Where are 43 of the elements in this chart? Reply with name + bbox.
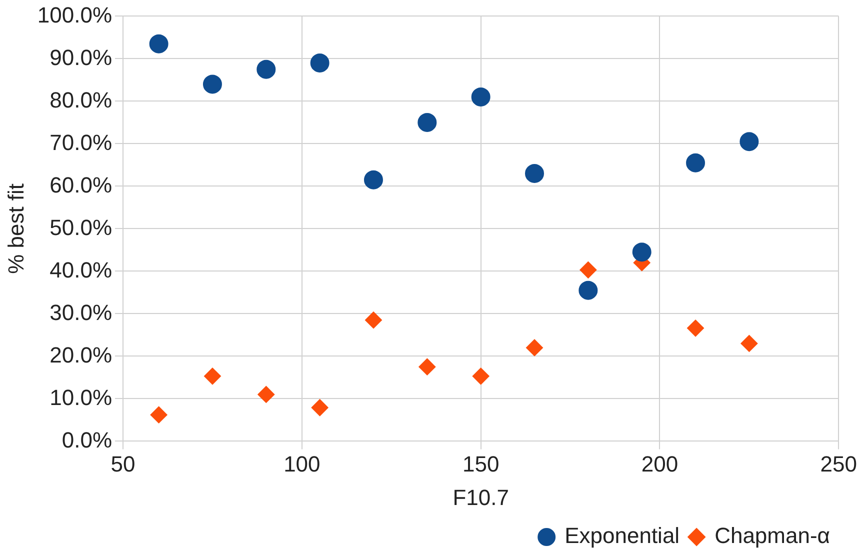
- point: [687, 320, 704, 337]
- x-tick-label: 200: [641, 451, 678, 476]
- y-tick-label: 100.0%: [37, 2, 112, 28]
- y-tick-label: 90.0%: [50, 44, 112, 70]
- point: [150, 406, 168, 424]
- legend-label: Exponential: [564, 523, 680, 548]
- y-tick-label: 0.0%: [62, 427, 112, 452]
- point: [472, 368, 490, 385]
- point: [364, 312, 382, 329]
- point: [149, 34, 168, 54]
- y-axis-title: % best fit: [3, 183, 28, 274]
- y-tick-label: 30.0%: [50, 300, 112, 325]
- point: [364, 170, 383, 190]
- y-tick-label: 20.0%: [50, 342, 112, 368]
- y-tick-label: 60.0%: [50, 172, 112, 198]
- point: [418, 112, 437, 132]
- point: [580, 261, 597, 278]
- point: [310, 53, 330, 72]
- point: [202, 74, 222, 94]
- point: [578, 280, 598, 300]
- x-axis-title: F10.7: [452, 484, 509, 510]
- point: [740, 334, 758, 352]
- y-tick-label: 80.0%: [50, 87, 112, 112]
- point: [740, 132, 759, 152]
- point: [525, 164, 544, 183]
- point: [632, 242, 652, 262]
- y-tick-label: 10.0%: [50, 384, 112, 410]
- point: [258, 386, 275, 403]
- x-tick-label: 100: [284, 451, 320, 476]
- y-tick-label: 40.0%: [50, 257, 112, 282]
- point: [256, 60, 276, 79]
- y-tick-label: 70.0%: [50, 130, 112, 155]
- point: [418, 358, 436, 376]
- point: [311, 399, 328, 416]
- point: [526, 339, 544, 356]
- y-tick-label: 50.0%: [50, 214, 112, 240]
- x-tick-label: 50: [110, 451, 136, 476]
- point: [204, 368, 221, 385]
- x-tick-label: 150: [462, 451, 500, 476]
- legend-label: Chapman-α: [714, 523, 830, 548]
- x-tick-label: 250: [820, 451, 858, 476]
- point: [686, 153, 706, 172]
- point: [471, 87, 490, 106]
